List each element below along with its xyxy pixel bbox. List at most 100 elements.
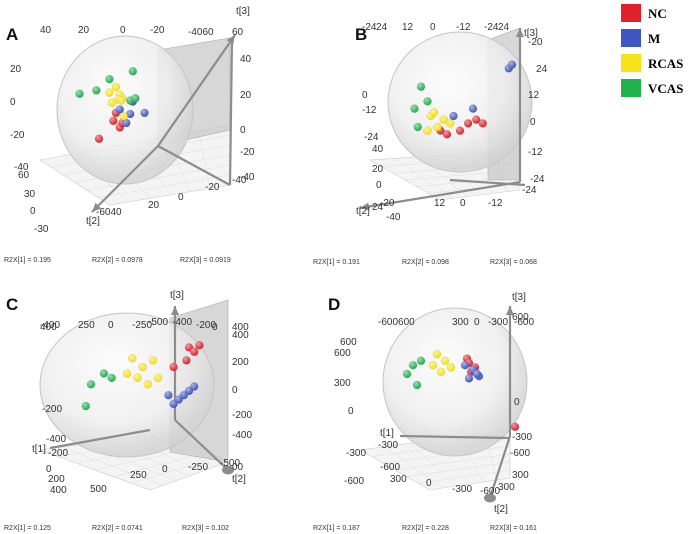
axis-arrowhead [92, 202, 102, 212]
tick-label: 600 [512, 312, 529, 323]
tick-label: -30 [34, 224, 49, 235]
axis-label-t3: t[3] [170, 290, 184, 301]
tick-label: 0 [120, 25, 126, 36]
series-vcas [410, 82, 432, 132]
data-point-highlight [107, 373, 116, 382]
tick-label: 250 [130, 470, 147, 481]
data-point-highlight [122, 119, 131, 127]
tick-label: -300 [452, 484, 472, 495]
series-vcas [75, 67, 140, 105]
axis-label-t1: t[1] [32, 444, 46, 455]
data-point-highlight [508, 60, 516, 69]
tick-label: 24 [498, 22, 510, 33]
data-point-highlight [447, 363, 455, 372]
tick-label: -20 [205, 182, 220, 193]
tick-label: 20 [10, 64, 22, 75]
data-point-highlight [472, 115, 481, 124]
tick-label: 20 [372, 164, 384, 175]
confidence-ellipsoid [56, 35, 194, 185]
tick-label: 24 [376, 22, 388, 33]
legend-label-nc: NC [648, 6, 667, 21]
axis-label-t1: t[1] [380, 428, 394, 439]
tick-label: -24 [484, 22, 499, 33]
tick-label: -600 [480, 486, 500, 497]
tick-label: -20 [380, 198, 395, 209]
panel-label: D [328, 295, 340, 314]
data-point-highlight [123, 369, 132, 378]
r2x-stat: R2X[3] = 0.102 [182, 525, 229, 532]
tick-label: -20 [150, 25, 165, 36]
tick-label: -40 [386, 212, 401, 223]
tick-label: 12 [434, 198, 446, 209]
axis-line [359, 180, 521, 210]
tick-label: 300 [334, 378, 351, 389]
axis-line [157, 34, 236, 147]
data-point-highlight [128, 67, 137, 76]
tick-label: -4060 [188, 27, 214, 38]
tick-label: 200 [48, 474, 65, 485]
axis-label-t2: t[2] [356, 206, 370, 217]
tick-label: 0 [108, 320, 114, 331]
tick-label: -400 [232, 430, 252, 441]
r2x-stat: R2X[2] = 0.228 [402, 525, 449, 532]
axis-end-marker [222, 465, 234, 475]
tick-label: 24 [372, 202, 384, 213]
data-point-highlight [430, 108, 438, 117]
legend-label-rcas: RCAS [648, 56, 683, 71]
confidence-ellipsoid [387, 31, 533, 173]
data-point-highlight [154, 373, 163, 382]
tick-label: 20 [78, 25, 90, 36]
data-point-highlight [182, 356, 191, 365]
legend-swatch-m [621, 29, 641, 47]
data-point-highlight [169, 362, 178, 371]
data-point-highlight [190, 347, 199, 356]
axis-arrowhead [171, 306, 179, 315]
tick-label: 300 [452, 317, 469, 328]
tick-label: 60 [18, 170, 30, 181]
tick-label: 0 [30, 206, 36, 217]
tick-label: 20 [240, 90, 252, 101]
r2x-stat: R2X[2] = 0.0978 [92, 257, 143, 264]
tick-label: 0 [232, 385, 238, 396]
tick-label: 0 [362, 90, 368, 101]
series-m [460, 360, 484, 383]
tick-label: -300 [346, 448, 366, 459]
data-point-highlight [195, 341, 204, 350]
data-point-highlight [115, 105, 124, 114]
tick-label: 40 [240, 54, 252, 65]
tick-label: 00 [232, 462, 244, 473]
tick-label: -24 [530, 174, 545, 185]
tick-label: 0 [514, 397, 520, 408]
r2x-stat: R2X[2] = 0.0741 [92, 525, 143, 532]
data-point-highlight [108, 98, 116, 107]
data-point-highlight [105, 88, 114, 97]
data-point-highlight [119, 112, 128, 121]
tick-label: 300 [498, 482, 515, 493]
tick-label: 200 [232, 357, 249, 368]
tick-label: 0 [530, 117, 536, 128]
tick-label: -600600 [378, 317, 415, 328]
data-point-highlight [105, 75, 114, 84]
tick-label: 600 [340, 337, 357, 348]
confidence-ellipsoid [39, 312, 215, 458]
series-vcas [402, 356, 426, 390]
series-rcas [423, 108, 455, 135]
data-point-highlight [465, 374, 473, 383]
axis-line [488, 435, 512, 499]
panel-label: A [6, 25, 18, 44]
tick-label: 500 [90, 484, 107, 495]
panel-label: B [355, 25, 367, 44]
r2x-stat: R2X[1] = 0.195 [4, 257, 51, 264]
tick-label: -250 [132, 320, 152, 331]
axis-line [91, 145, 159, 213]
tick-label: 24 [536, 64, 548, 75]
data-point-highlight [437, 367, 445, 376]
axis-line [399, 434, 511, 440]
axis-label-t2: t[2] [232, 474, 246, 485]
series-rcas [105, 82, 128, 121]
data-point-highlight [164, 391, 173, 400]
data-point-highlight [410, 104, 419, 113]
axis-label-t3: t[3] [236, 6, 250, 17]
tick-label: 0 [46, 464, 52, 475]
